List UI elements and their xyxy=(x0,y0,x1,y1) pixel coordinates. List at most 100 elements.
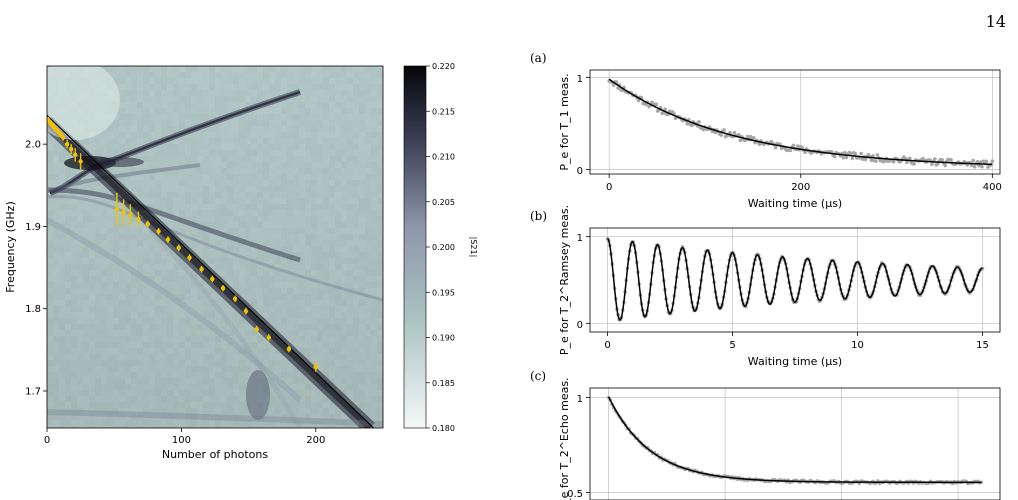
heatmap-cell xyxy=(371,180,377,186)
heatmap-cell xyxy=(305,216,311,222)
heatmap-cell xyxy=(323,204,329,210)
heatmap-cell xyxy=(323,276,329,282)
heatmap-cell xyxy=(287,396,293,402)
heatmap-cell xyxy=(191,318,197,324)
heatmap-cell xyxy=(215,216,221,222)
heatmap-cell xyxy=(257,342,263,348)
heatmap-cell xyxy=(257,306,263,312)
heatmap-cell xyxy=(359,108,365,114)
heatmap-cell xyxy=(173,252,179,258)
heatmap-cell xyxy=(77,198,83,204)
heatmap-cell xyxy=(149,282,155,288)
heatmap-cell xyxy=(191,150,197,156)
heatmap-cell xyxy=(155,348,161,354)
heatmap-cell xyxy=(149,354,155,360)
heatmap-cell xyxy=(197,84,203,90)
heatmap-cell xyxy=(179,78,185,84)
heatmap-cell xyxy=(341,342,347,348)
heatmap-cell xyxy=(155,306,161,312)
heatmap-cell xyxy=(107,336,113,342)
heatmap-cell xyxy=(47,228,53,234)
heatmap-cell xyxy=(59,276,65,282)
heatmap-cell xyxy=(83,228,89,234)
heatmap-cell xyxy=(317,276,323,282)
heatmap-cell xyxy=(191,348,197,354)
heatmap-cell xyxy=(221,318,227,324)
heatmap-cell xyxy=(221,420,227,426)
heatmap-cell xyxy=(83,276,89,282)
heatmap-cell xyxy=(305,192,311,198)
heatmap-cell xyxy=(167,192,173,198)
heatmap-cell xyxy=(137,126,143,132)
heatmap-cell xyxy=(113,348,119,354)
heatmap-cell xyxy=(215,300,221,306)
heatmap-cell xyxy=(137,282,143,288)
heatmap-cell xyxy=(53,402,59,408)
heatmap-cell xyxy=(191,396,197,402)
heatmap-cell xyxy=(359,372,365,378)
heatmap-cell xyxy=(293,180,299,186)
heatmap-cell xyxy=(353,126,359,132)
heatmap-cell xyxy=(167,384,173,390)
heatmap-cell xyxy=(119,360,125,366)
heatmap-cell xyxy=(365,216,371,222)
heatmap-cell xyxy=(149,234,155,240)
heatmap-cell xyxy=(173,174,179,180)
heatmap-cell xyxy=(185,420,191,426)
heatmap-cell xyxy=(269,150,275,156)
heatmap-cell xyxy=(215,174,221,180)
heatmap-cell xyxy=(353,288,359,294)
heatmap-cell xyxy=(215,330,221,336)
heatmap-cell xyxy=(245,84,251,90)
heatmap-cell xyxy=(203,84,209,90)
heatmap-cell xyxy=(221,408,227,414)
heatmap-cell xyxy=(137,414,143,420)
heatmap-cell xyxy=(263,402,269,408)
heatmap-cell xyxy=(281,264,287,270)
heatmap-cell xyxy=(209,288,215,294)
heatmap-cell xyxy=(65,228,71,234)
heatmap-cell xyxy=(209,384,215,390)
heatmap-cell xyxy=(137,366,143,372)
heatmap-cell xyxy=(221,72,227,78)
heatmap-cell xyxy=(131,342,137,348)
heatmap-frame xyxy=(46,65,384,429)
heatmap-cell xyxy=(353,204,359,210)
heatmap-cell xyxy=(167,408,173,414)
heatmap-cell xyxy=(53,282,59,288)
heatmap-cell xyxy=(143,384,149,390)
heatmap-cell xyxy=(335,66,341,72)
heatmap-cell xyxy=(317,390,323,396)
heatmap-cell xyxy=(101,186,107,192)
heatmap-cell xyxy=(71,264,77,270)
heatmap-cell xyxy=(95,198,101,204)
heatmap-cell xyxy=(227,240,233,246)
heatmap-cell xyxy=(227,144,233,150)
heatmap-cell xyxy=(65,174,71,180)
heatmap-cell xyxy=(287,300,293,306)
heatmap-cell xyxy=(281,132,287,138)
heatmap-cell xyxy=(119,306,125,312)
heatmap-cell xyxy=(59,330,65,336)
heatmap-cell xyxy=(89,174,95,180)
heatmap-cell xyxy=(209,108,215,114)
heatmap-cell xyxy=(323,372,329,378)
heatmap-cell xyxy=(323,126,329,132)
heatmap-cell xyxy=(305,186,311,192)
heatmap-cell xyxy=(245,144,251,150)
heatmap-cell xyxy=(263,312,269,318)
heatmap-cell xyxy=(257,378,263,384)
heatmap-cell xyxy=(341,78,347,84)
colorbar-tick-label: 0.185 xyxy=(432,379,455,388)
heatmap-cell xyxy=(353,216,359,222)
heatmap-cell xyxy=(227,210,233,216)
heatmap-cell xyxy=(377,300,383,306)
heatmap-cell xyxy=(59,264,65,270)
heatmap-cell xyxy=(311,180,317,186)
heatmap-cell xyxy=(221,180,227,186)
heatmap-cell xyxy=(335,306,341,312)
heatmap-cell xyxy=(149,360,155,366)
heatmap-cell xyxy=(281,276,287,282)
heatmap-cell xyxy=(119,222,125,228)
heatmap-cell xyxy=(311,348,317,354)
